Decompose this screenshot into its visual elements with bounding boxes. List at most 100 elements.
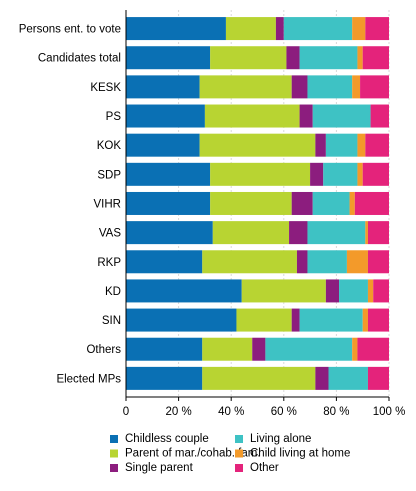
legend-label: Other xyxy=(250,462,279,474)
axes: 0 20 % 40 % 60 % 80 % 100 % Persons ent. to vo… xyxy=(19,10,406,418)
bar-segment xyxy=(199,75,292,99)
bar-segment xyxy=(126,162,211,186)
bar-segment xyxy=(357,46,363,70)
category-label: VAS xyxy=(99,228,121,240)
bar-segment xyxy=(362,308,368,332)
legend-swatch xyxy=(235,435,243,443)
bar-segment xyxy=(370,104,389,128)
bar-segment xyxy=(373,279,389,303)
legend-label: Living alone xyxy=(250,433,311,445)
bar-segment xyxy=(283,17,353,41)
bar-segment xyxy=(307,75,353,99)
bar-segment xyxy=(296,250,308,274)
bar-segment xyxy=(202,366,316,390)
bar-segment xyxy=(299,308,363,332)
bar-segment xyxy=(210,46,287,70)
bar-segment xyxy=(265,337,353,361)
legend-swatch xyxy=(235,464,243,472)
bar-segment xyxy=(299,46,358,70)
bar-segment xyxy=(362,162,389,186)
bar-segment xyxy=(325,133,358,157)
bar-segment xyxy=(126,17,226,41)
bar-segment xyxy=(289,221,308,245)
bar-segment xyxy=(126,46,211,70)
bar-segment xyxy=(291,191,313,215)
bar-segment xyxy=(365,221,368,245)
bar-segment xyxy=(315,133,326,157)
legend-label: Parent of mar./cohab. fam. xyxy=(125,448,261,460)
legend-label: Child living at home xyxy=(250,448,350,460)
bar-segment xyxy=(291,308,300,332)
x-tick-label: 100 % xyxy=(373,406,406,418)
bar-segment xyxy=(325,279,340,303)
bar-segment xyxy=(323,162,358,186)
category-label: RKP xyxy=(97,257,121,269)
bar-segment xyxy=(236,308,292,332)
bar-segment xyxy=(204,104,300,128)
bar-segment xyxy=(126,75,200,99)
bar-segment xyxy=(367,279,374,303)
category-label: SIN xyxy=(102,315,121,327)
bar-segment xyxy=(286,46,300,70)
legend-swatch xyxy=(110,464,118,472)
bar-segment xyxy=(225,17,276,41)
bar-segment xyxy=(126,191,211,215)
bar-segment xyxy=(349,191,355,215)
bar-segment xyxy=(210,191,292,215)
bar-segment xyxy=(354,191,389,215)
bar-segment xyxy=(357,337,389,361)
bar-segment xyxy=(352,17,366,41)
bar-segment xyxy=(365,17,389,41)
bar-segment xyxy=(357,162,363,186)
bar-segment xyxy=(367,308,389,332)
bar-segment xyxy=(126,308,237,332)
bar-segment xyxy=(126,104,205,128)
bar-segment xyxy=(367,221,389,245)
bar-segment xyxy=(307,221,366,245)
category-label: Candidates total xyxy=(38,53,121,65)
bar-segment xyxy=(299,104,313,128)
bar-segment xyxy=(212,221,290,245)
bar-segment xyxy=(312,104,371,128)
category-label: Elected MPs xyxy=(56,373,121,385)
category-label: KOK xyxy=(97,140,122,152)
bar-segment xyxy=(241,279,326,303)
x-tick-label: 0 xyxy=(123,406,129,418)
bar-segment xyxy=(328,366,368,390)
bar-segment xyxy=(275,17,284,41)
legend-swatch xyxy=(110,435,118,443)
category-label: SDP xyxy=(97,169,121,181)
bar-segment xyxy=(357,133,366,157)
category-label: Persons ent. to vote xyxy=(19,24,121,36)
bar-segment xyxy=(210,162,311,186)
bar-segment xyxy=(367,366,389,390)
bar-segment xyxy=(307,250,347,274)
x-tick-label: 80 % xyxy=(323,406,349,418)
legend-swatch xyxy=(110,449,118,458)
bar-segment xyxy=(202,337,253,361)
bar-segment xyxy=(126,221,213,245)
bar-segment xyxy=(291,75,308,99)
category-label: VIHR xyxy=(94,198,121,210)
x-tick-label: 20 % xyxy=(165,406,191,418)
bar-segment xyxy=(126,366,203,390)
bars xyxy=(126,17,389,390)
bar-segment xyxy=(126,250,203,274)
bar-segment xyxy=(339,279,368,303)
x-tick-label: 60 % xyxy=(271,406,297,418)
legend-swatch xyxy=(235,449,243,458)
legend-label: Childless couple xyxy=(125,433,209,445)
bar-segment xyxy=(360,75,389,99)
category-label: KESK xyxy=(90,82,121,94)
bar-segment xyxy=(126,337,203,361)
bar-segment xyxy=(346,250,368,274)
bar-segment xyxy=(126,133,200,157)
bar-segment xyxy=(202,250,297,274)
category-label: PS xyxy=(106,111,122,123)
bar-segment xyxy=(312,191,350,215)
bar-segment xyxy=(310,162,324,186)
category-label: KD xyxy=(105,286,121,298)
bar-segment xyxy=(352,75,361,99)
